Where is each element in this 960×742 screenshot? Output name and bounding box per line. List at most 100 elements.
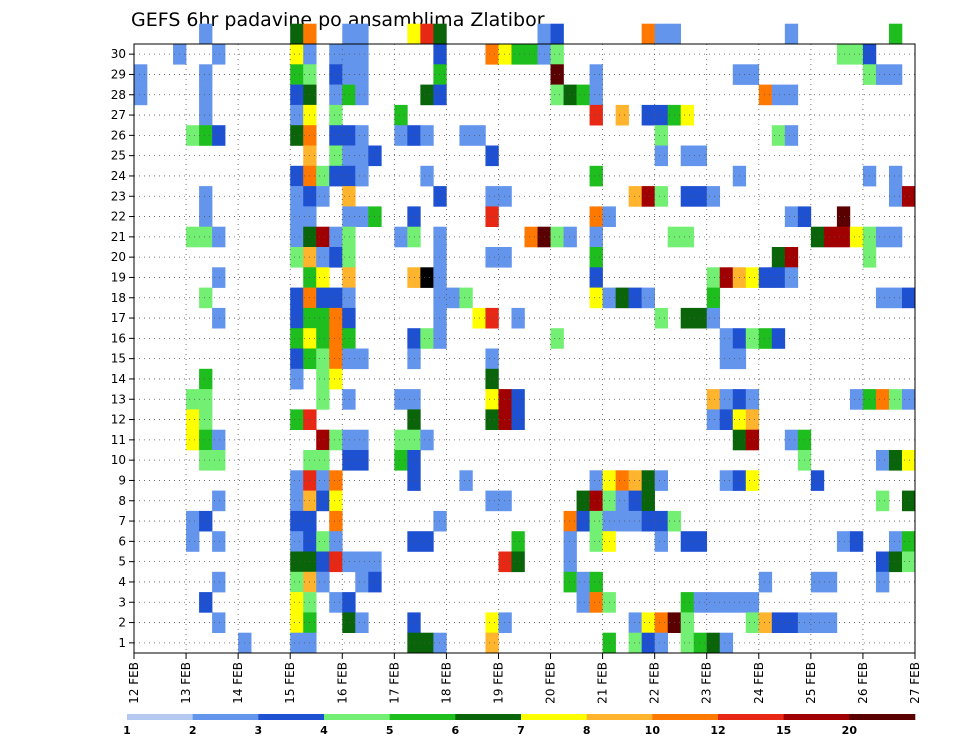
heatmap-cell (290, 64, 304, 85)
heatmap-cell (342, 389, 356, 410)
heatmap-cell (524, 226, 538, 248)
heatmap-cell (329, 470, 343, 491)
heatmap-cell (589, 247, 603, 268)
heatmap-cell (706, 287, 721, 309)
heatmap-cell (316, 247, 330, 268)
heatmap-cell (745, 429, 760, 451)
heatmap-cell (875, 389, 890, 410)
colorbar-segment (718, 714, 784, 720)
heatmap-cell (550, 328, 564, 349)
heatmap-cell (199, 125, 213, 146)
heatmap-cell (316, 389, 330, 410)
heatmap-cell (485, 186, 499, 207)
heatmap-cell (511, 307, 525, 329)
x-tick-label: 13 FEB (179, 662, 193, 704)
heatmap-cell (355, 23, 369, 45)
heatmap-cell (784, 267, 799, 288)
heatmap-cell (888, 450, 903, 471)
heatmap-cell (485, 389, 499, 410)
y-tick-label: 18 (111, 291, 126, 305)
heatmap-cell (589, 571, 603, 593)
heatmap-cell (693, 632, 708, 654)
heatmap-cell (654, 531, 668, 552)
x-tick-label: 17 FEB (387, 662, 401, 704)
heatmap-cell (212, 226, 226, 248)
heatmap-cell (446, 287, 460, 309)
heatmap-cell (719, 409, 734, 430)
y-tick-label: 30 (111, 47, 126, 61)
heatmap-cell (342, 23, 356, 45)
x-tick-label: 20 FEB (544, 662, 558, 704)
colorbar-segment (127, 714, 193, 720)
heatmap-cell (589, 470, 603, 491)
heatmap-cell (342, 450, 356, 471)
y-tick-label: 20 (111, 250, 126, 264)
heatmap-cell (433, 287, 447, 309)
heatmap-cell (290, 44, 304, 65)
heatmap-cell (589, 531, 603, 552)
heatmap-cell (563, 84, 577, 106)
heatmap-cell (719, 267, 734, 288)
heatmap-cell (290, 551, 304, 573)
heatmap-cell (420, 632, 434, 654)
heatmap-cell (485, 348, 499, 370)
y-tick-label: 22 (111, 210, 126, 224)
heatmap-cell (901, 531, 916, 552)
heatmap-cell (342, 551, 356, 573)
heatmap-cell (511, 44, 525, 65)
heatmap-cell (394, 429, 408, 451)
heatmap-cell (316, 307, 330, 329)
heatmap-cell (342, 592, 356, 613)
heatmap-cell (745, 592, 760, 613)
heatmap-cell (628, 510, 642, 532)
heatmap-cell (420, 125, 434, 146)
heatmap-cell (199, 186, 213, 207)
heatmap-cell (433, 247, 447, 268)
heatmap-cell (680, 531, 695, 552)
colorbar-label: 12 (710, 724, 725, 737)
heatmap-cell (290, 247, 304, 268)
heatmap-cell (186, 226, 200, 248)
heatmap-cell (693, 186, 708, 207)
y-tick-label: 14 (111, 372, 126, 386)
heatmap-cell (316, 571, 330, 593)
chart-title: GEFS 6hr padavine po ansamblima Zlatibor (131, 9, 545, 31)
heatmap-cell (758, 571, 773, 593)
heatmap-cell (316, 551, 330, 573)
heatmap-cell (329, 44, 343, 65)
heatmap-cell (641, 186, 655, 207)
colorbar-segment (192, 714, 259, 720)
heatmap-cell (290, 490, 304, 512)
colorbar-label: 10 (645, 724, 661, 737)
x-tick-label: 26 FEB (856, 662, 870, 704)
heatmap-cell (394, 104, 408, 126)
heatmap-cell (550, 84, 564, 106)
x-tick-label: 14 FEB (231, 662, 245, 704)
heatmap-cell (303, 23, 317, 45)
heatmap-cell (784, 206, 799, 227)
heatmap-cell (641, 490, 655, 512)
heatmap-cell (823, 571, 838, 593)
heatmap-cell (433, 64, 447, 85)
heatmap-cell (849, 226, 864, 248)
heatmap-cell (654, 612, 668, 633)
heatmap-cell (498, 490, 512, 512)
heatmap-cell (290, 348, 304, 370)
heatmap-cell (355, 429, 369, 451)
heatmap-cell (134, 64, 148, 85)
heatmap-cell (355, 44, 369, 65)
heatmap-cell (316, 429, 330, 451)
heatmap-cell (459, 287, 473, 309)
heatmap-cell (680, 104, 695, 126)
heatmap-cell (771, 328, 786, 349)
heatmap-cell (355, 612, 369, 633)
heatmap-cell (420, 84, 434, 106)
heatmap-cell (654, 125, 668, 146)
heatmap-cell (342, 267, 356, 288)
heatmap-cell (823, 612, 838, 633)
colorbar-label: 5 (386, 724, 394, 737)
heatmap-cell (589, 287, 603, 309)
heatmap-cell (199, 84, 213, 106)
y-tick-label: 15 (111, 352, 126, 366)
heatmap-cell (498, 44, 512, 65)
